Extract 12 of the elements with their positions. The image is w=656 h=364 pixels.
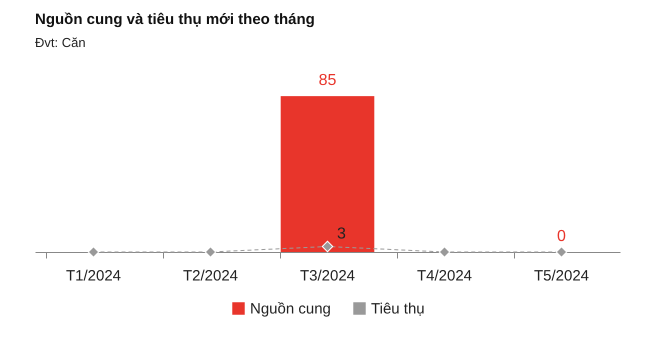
chart-subtitle: Đvt: Căn [35, 35, 86, 50]
x-tick-label: T1/2024 [66, 268, 122, 284]
x-tick-label: T3/2024 [300, 268, 356, 284]
x-tick-label: T5/2024 [534, 268, 590, 284]
x-tick-label: T4/2024 [416, 268, 472, 284]
legend-label: Tiêu thụ [371, 300, 425, 318]
data-label: 85 [318, 72, 336, 90]
legend-label: Nguồn cung [250, 300, 331, 318]
data-label: 3 [337, 226, 346, 242]
x-tick-label: T2/2024 [182, 268, 238, 284]
data-label: 0 [557, 228, 566, 245]
chart-title: Nguồn cung và tiêu thụ mới theo tháng [35, 11, 315, 28]
